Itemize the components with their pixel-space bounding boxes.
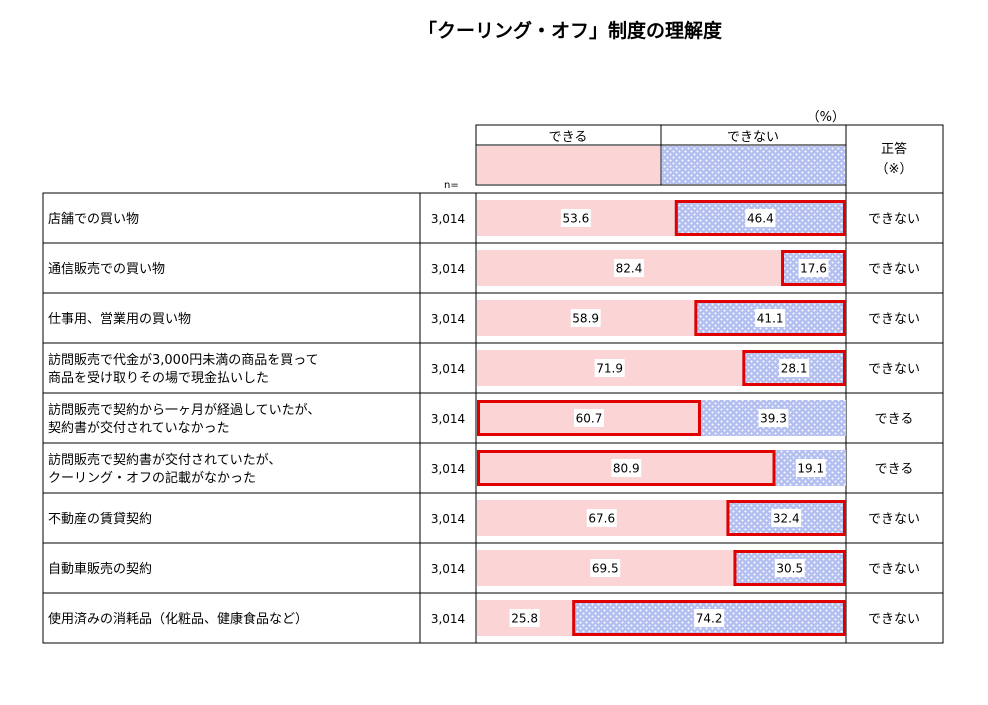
data-label-can-box: [594, 359, 625, 377]
data-label-cannot-box: [755, 309, 786, 327]
correct-answer: できない: [868, 362, 920, 377]
data-label-can: 60.7: [576, 412, 603, 426]
n-value: 3,014: [431, 212, 465, 226]
data-label-cannot: 74.2: [696, 612, 723, 626]
category-label: 通信販売での買い物: [48, 261, 165, 277]
data-label-can-box: [614, 259, 645, 277]
data-label-can-box: [611, 459, 642, 477]
data-label-can: 69.5: [592, 562, 619, 576]
data-label-cannot-box: [771, 509, 802, 527]
data-label-cannot-box: [774, 559, 805, 577]
category-label-line1: 訪問販売で契約書が交付されていたが、: [48, 452, 281, 468]
data-label-can: 71.9: [596, 362, 623, 376]
data-label-cannot: 28.1: [781, 362, 808, 376]
n-value: 3,014: [431, 412, 465, 426]
correct-highlight: [694, 300, 846, 336]
n-label: n=: [444, 180, 459, 191]
category-label-line1: 訪問販売で契約から一ヶ月が経過していたが、: [48, 402, 320, 418]
n-value: 3,014: [431, 612, 465, 626]
correct-answer: できない: [868, 512, 920, 527]
data-label-cannot: 41.1: [757, 312, 784, 326]
category-label: 仕事用、営業用の買い物: [48, 311, 191, 327]
data-label-cannot-box: [779, 359, 810, 377]
category-label-line2: 契約書が交付されていなかった: [48, 420, 230, 436]
category-label-line2: 商品を受け取りその場で現金払いした: [48, 370, 269, 386]
category-label: 自動車販売の契約: [48, 561, 152, 577]
correct-highlight: [733, 550, 847, 586]
answer-header-cell: [845, 124, 944, 194]
correct-answer: できない: [868, 212, 920, 227]
correct-answer: できない: [868, 262, 920, 277]
answer-header: 正答: [881, 141, 907, 157]
correct-answer: できない: [868, 612, 920, 627]
correct-answer: できない: [868, 562, 920, 577]
n-value: 3,014: [431, 312, 465, 326]
correct-highlight: [726, 500, 846, 536]
correct-answer: できない: [868, 312, 920, 327]
data-label-can-box: [570, 309, 601, 327]
data-label-cannot: 19.1: [797, 462, 824, 476]
correct-answer: できる: [875, 412, 914, 427]
data-label-can-box: [560, 209, 591, 227]
legend-swatch-cannot: [662, 146, 845, 184]
data-label-cannot: 32.4: [773, 512, 800, 526]
n-value: 3,014: [431, 362, 465, 376]
chart-title: 「クーリング・オフ」制度の理解度: [418, 19, 723, 42]
n-value: 3,014: [431, 262, 465, 276]
n-value: 3,014: [431, 512, 465, 526]
data-label-can: 53.6: [563, 212, 590, 226]
data-label-cannot-box: [694, 609, 725, 627]
correct-highlight: [477, 450, 776, 486]
data-label-cannot: 39.3: [760, 412, 787, 426]
category-label-line2: クーリング・オフの記載がなかった: [48, 470, 256, 486]
category-label: 使用済みの消耗品（化粧品、健康食品など）: [48, 611, 308, 627]
data-label-can: 80.9: [613, 462, 640, 476]
correct-highlight: [742, 350, 846, 386]
category-label-line1: 訪問販売で代金が3,000円未満の商品を買って: [48, 352, 319, 368]
legend-label-can: できる: [549, 130, 588, 145]
correct-highlight: [477, 400, 701, 436]
data-label-cannot-box: [795, 459, 826, 477]
unit-label: （%）: [807, 110, 845, 125]
data-label-can-box: [573, 409, 604, 427]
legend-swatch-can: [477, 146, 660, 184]
n-value: 3,014: [431, 462, 465, 476]
data-label-can-box: [509, 609, 540, 627]
n-value: 3,014: [431, 562, 465, 576]
correct-highlight: [572, 600, 847, 636]
legend-header: できる できない: [475, 124, 847, 186]
data-label-can: 82.4: [616, 262, 643, 276]
data-label-can: 67.6: [588, 512, 615, 526]
category-label: 不動産の賃貸契約: [48, 511, 152, 527]
legend-label-cannot: できない: [727, 130, 779, 145]
data-label-can-box: [586, 509, 617, 527]
data-label-cannot-box: [798, 259, 829, 277]
correct-answer: できる: [875, 462, 914, 477]
data-label-cannot-box: [758, 409, 789, 427]
data-label-cannot: 46.4: [747, 212, 774, 226]
correct-highlight: [781, 250, 847, 286]
correct-highlight: [674, 200, 846, 236]
table-frame: [42, 192, 944, 644]
data-label-cannot: 17.6: [800, 262, 827, 276]
data-label-cannot-box: [745, 209, 776, 227]
data-label-can: 58.9: [572, 312, 599, 326]
data-label-can: 25.8: [511, 612, 538, 626]
answer-header-note: （※）: [876, 162, 913, 177]
data-label-cannot: 30.5: [776, 562, 803, 576]
category-label: 店舗での買い物: [48, 212, 139, 227]
data-label-can-box: [590, 559, 621, 577]
